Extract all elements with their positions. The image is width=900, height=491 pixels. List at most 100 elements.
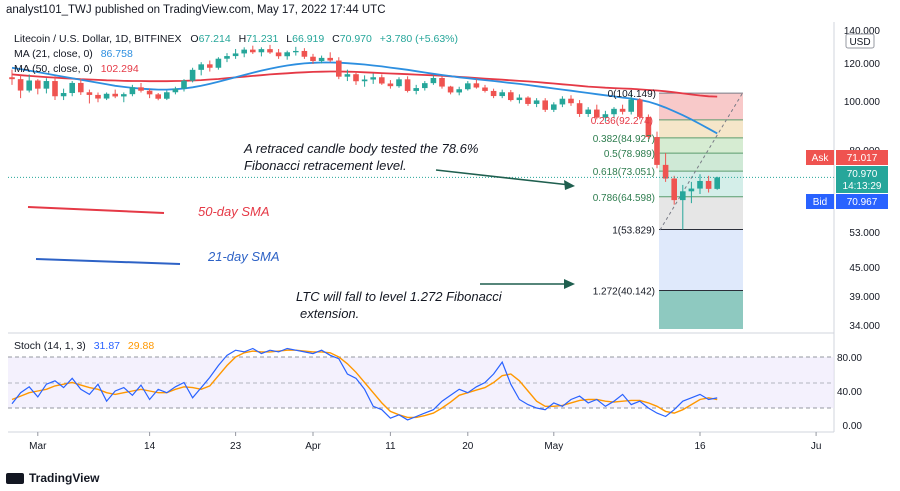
candle [26, 74, 32, 93]
candle [43, 78, 50, 94]
stoch-axis: 80.00 40.00 0.00 [837, 353, 862, 432]
time-tick-label: 11 [385, 441, 396, 452]
candle-body [232, 53, 239, 57]
legend-ma50: MA (50, close, 0) [14, 63, 93, 75]
candle [404, 76, 411, 93]
ma50-line [11, 70, 718, 98]
candle-body [78, 82, 84, 93]
svg-text:Litecoin / U.S. Dollar, 1D, BI: Litecoin / U.S. Dollar, 1D, BITFINEX O67… [14, 33, 458, 45]
candle [78, 78, 84, 95]
stoch-tick-label: 40.00 [837, 387, 862, 398]
candle-body [645, 116, 652, 138]
candle [396, 77, 402, 88]
candle-body [207, 64, 213, 68]
price-tick-label: 39.000 [849, 292, 880, 303]
candle [267, 44, 273, 54]
candle [344, 69, 351, 82]
stoch-d-line [11, 349, 718, 419]
candle-body [172, 88, 179, 93]
candle-body [284, 52, 290, 57]
candle [551, 102, 557, 113]
candle-body [456, 89, 462, 93]
sma50-note: 50-day SMA [198, 204, 270, 219]
candle [473, 79, 480, 89]
candle-body [697, 180, 703, 189]
candle-body [293, 50, 299, 53]
candle-body [482, 87, 488, 91]
candle-body [559, 98, 566, 105]
candle-body [396, 79, 402, 87]
candle-body [361, 79, 368, 82]
legend-h-label: H [239, 33, 247, 45]
retrace-note-line1: A retraced candle body tested the 78.6% [243, 141, 478, 156]
ask-value: 71.017 [847, 153, 878, 164]
candle [628, 93, 634, 115]
candle-body [258, 49, 265, 53]
fib-level-label: 1(53.829) [612, 225, 655, 236]
fib-zone [659, 196, 743, 230]
time-tick-label: 23 [230, 441, 242, 452]
candle-body [619, 108, 626, 112]
fib-level-label: 0.5(78.989) [604, 149, 655, 160]
price-tick-label: 53.000 [849, 228, 880, 239]
stoch-tick-label: 80.00 [837, 353, 862, 364]
time-axis[interactable]: Mar 14 23 Apr 11 20 May 16 Ju [29, 432, 821, 452]
candle [439, 76, 445, 89]
candle [611, 107, 617, 119]
fib-zone [659, 119, 743, 138]
candle [525, 96, 531, 106]
candle [215, 57, 222, 70]
legend-symbol: Litecoin / U.S. Dollar, 1D, BITFINEX [14, 33, 181, 45]
candle [293, 46, 299, 56]
candle [637, 98, 643, 120]
legend-stoch-k: 31.87 [94, 340, 120, 352]
time-tick-label: 20 [462, 441, 474, 452]
candle [688, 181, 695, 204]
candle [103, 92, 110, 101]
candle-body [181, 80, 187, 89]
moving-averages [11, 61, 718, 135]
svg-text:MA (21, close, 0) 86.758: MA (21, close, 0) 86.758 [14, 48, 133, 60]
candle-body [379, 77, 385, 84]
candle-body [430, 78, 437, 84]
sma21-legend-line [35, 258, 181, 265]
legend-o-value: 67.214 [199, 33, 231, 45]
candle-body [224, 56, 230, 59]
ext-note-line2: extension. [300, 306, 359, 321]
tradingview-logo: TradingView [6, 471, 99, 485]
fibonacci-retracement[interactable] [659, 92, 743, 329]
candle-body [189, 69, 196, 81]
currency-box[interactable] [845, 33, 875, 49]
candle-body [155, 94, 161, 99]
price-tick-label: 100.000 [844, 97, 881, 108]
candle-body [129, 87, 136, 95]
ask-label: Ask [812, 153, 830, 164]
stoch-k-line [11, 347, 718, 421]
candle [138, 82, 144, 93]
candle [224, 53, 230, 63]
time-tick-label: May [544, 441, 563, 452]
candle [275, 48, 282, 59]
candle-body [508, 92, 514, 101]
candle-body [43, 81, 50, 89]
legend-stoch: Stoch (14, 1, 3) [14, 340, 86, 352]
candle-body [654, 137, 660, 165]
tradingview-wordmark: TradingView [29, 471, 100, 485]
sma21-note: 21-day SMA [207, 249, 280, 264]
ext-note-line1: LTC will fall to level 1.272 Fibonacci [296, 289, 503, 304]
candle-body [611, 108, 617, 115]
candle [559, 96, 566, 108]
candle-body [146, 90, 153, 95]
candle-body [422, 83, 428, 89]
candle [379, 74, 385, 85]
legend-ma21: MA (21, close, 0) [14, 48, 93, 60]
time-tick-label: Mar [29, 441, 47, 452]
candle [387, 80, 394, 89]
candle-body [594, 109, 600, 118]
candle-body [533, 100, 540, 104]
candle [35, 79, 41, 95]
candle [60, 88, 67, 101]
candle-body [267, 49, 273, 53]
retrace-arrow-line [435, 169, 571, 186]
